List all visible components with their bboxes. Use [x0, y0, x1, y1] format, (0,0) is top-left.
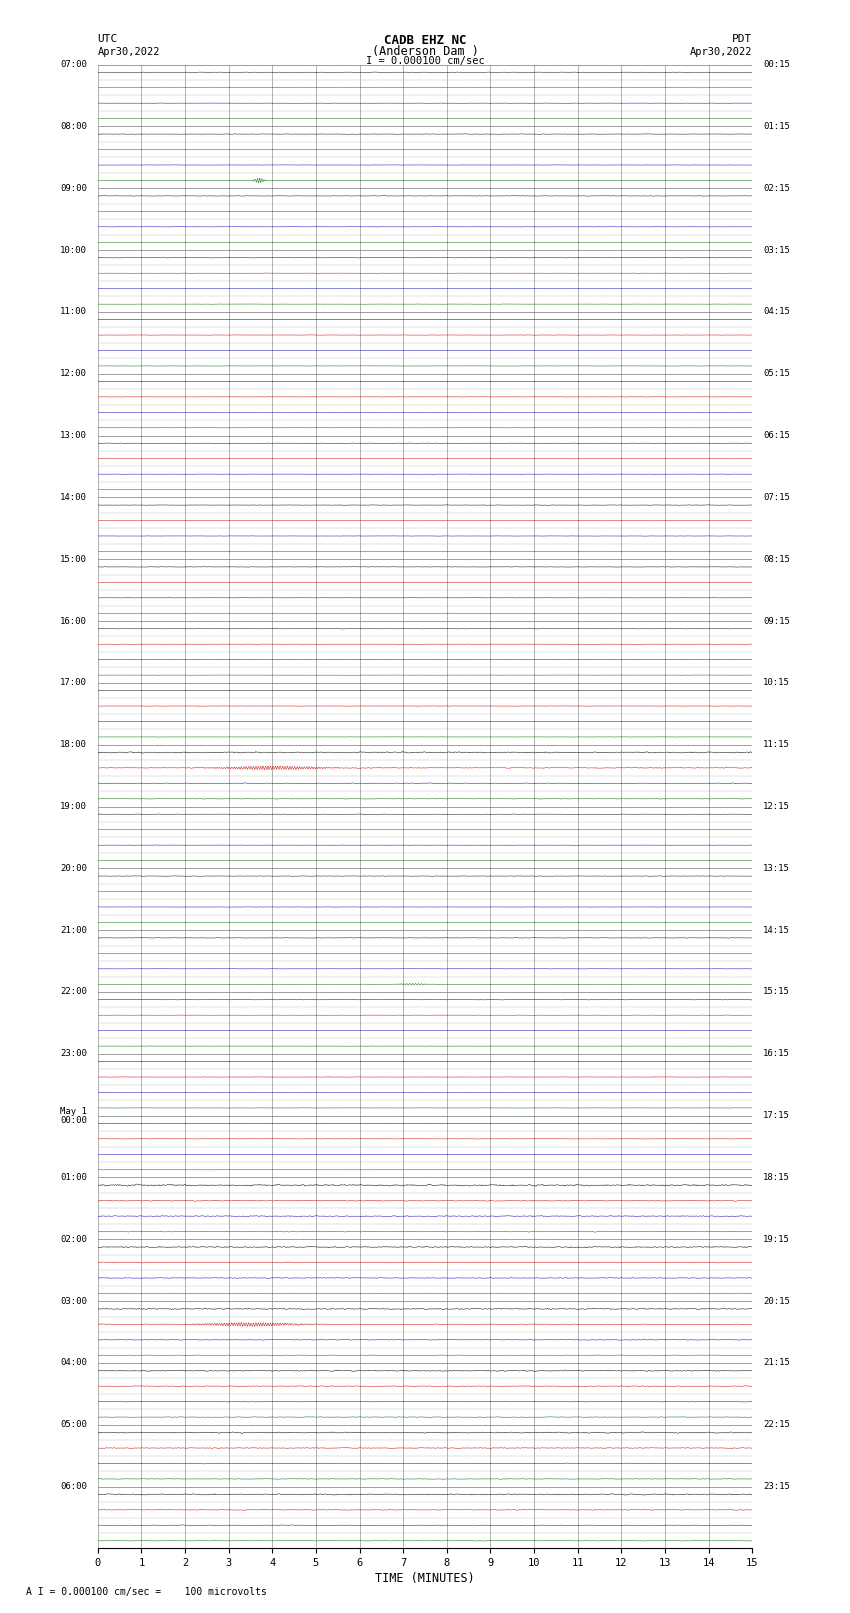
Text: 13:15: 13:15	[763, 865, 790, 873]
Text: I = 0.000100 cm/sec: I = 0.000100 cm/sec	[366, 56, 484, 66]
Text: 12:00: 12:00	[60, 369, 87, 377]
Text: 22:15: 22:15	[763, 1421, 790, 1429]
Text: 04:00: 04:00	[60, 1358, 87, 1368]
Text: 02:15: 02:15	[763, 184, 790, 192]
Text: 19:00: 19:00	[60, 802, 87, 811]
Text: 11:00: 11:00	[60, 308, 87, 316]
Text: 21:15: 21:15	[763, 1358, 790, 1368]
Text: 14:00: 14:00	[60, 494, 87, 502]
Text: 13:00: 13:00	[60, 431, 87, 440]
Text: 06:15: 06:15	[763, 431, 790, 440]
Text: 04:15: 04:15	[763, 308, 790, 316]
Text: Apr30,2022: Apr30,2022	[689, 47, 752, 56]
Text: 15:00: 15:00	[60, 555, 87, 563]
Text: 03:15: 03:15	[763, 245, 790, 255]
Text: 01:00: 01:00	[60, 1173, 87, 1182]
Text: 20:15: 20:15	[763, 1297, 790, 1305]
Text: 12:15: 12:15	[763, 802, 790, 811]
Text: 11:15: 11:15	[763, 740, 790, 748]
Text: 23:15: 23:15	[763, 1482, 790, 1490]
X-axis label: TIME (MINUTES): TIME (MINUTES)	[375, 1573, 475, 1586]
Text: PDT: PDT	[732, 34, 752, 44]
Text: CADB EHZ NC: CADB EHZ NC	[383, 34, 467, 47]
Text: 20:00: 20:00	[60, 865, 87, 873]
Text: 17:15: 17:15	[763, 1111, 790, 1119]
Text: 22:00: 22:00	[60, 987, 87, 997]
Text: 10:00: 10:00	[60, 245, 87, 255]
Text: 10:15: 10:15	[763, 679, 790, 687]
Text: 15:15: 15:15	[763, 987, 790, 997]
Text: 21:00: 21:00	[60, 926, 87, 934]
Text: May 1: May 1	[60, 1107, 87, 1116]
Text: 14:15: 14:15	[763, 926, 790, 934]
Text: 05:15: 05:15	[763, 369, 790, 377]
Text: (Anderson Dam ): (Anderson Dam )	[371, 45, 479, 58]
Text: 09:15: 09:15	[763, 616, 790, 626]
Text: 00:00: 00:00	[60, 1116, 87, 1124]
Text: 07:00: 07:00	[60, 60, 87, 69]
Text: 23:00: 23:00	[60, 1050, 87, 1058]
Text: 08:00: 08:00	[60, 123, 87, 131]
Text: 16:15: 16:15	[763, 1050, 790, 1058]
Text: 05:00: 05:00	[60, 1421, 87, 1429]
Text: A I = 0.000100 cm/sec =    100 microvolts: A I = 0.000100 cm/sec = 100 microvolts	[26, 1587, 266, 1597]
Text: 00:15: 00:15	[763, 60, 790, 69]
Text: 19:15: 19:15	[763, 1236, 790, 1244]
Text: UTC: UTC	[98, 34, 118, 44]
Text: 18:00: 18:00	[60, 740, 87, 748]
Text: Apr30,2022: Apr30,2022	[98, 47, 161, 56]
Text: 07:15: 07:15	[763, 494, 790, 502]
Text: 16:00: 16:00	[60, 616, 87, 626]
Text: 17:00: 17:00	[60, 679, 87, 687]
Text: 08:15: 08:15	[763, 555, 790, 563]
Text: 06:00: 06:00	[60, 1482, 87, 1490]
Text: 02:00: 02:00	[60, 1236, 87, 1244]
Text: 09:00: 09:00	[60, 184, 87, 192]
Text: 03:00: 03:00	[60, 1297, 87, 1305]
Text: 18:15: 18:15	[763, 1173, 790, 1182]
Text: 01:15: 01:15	[763, 123, 790, 131]
